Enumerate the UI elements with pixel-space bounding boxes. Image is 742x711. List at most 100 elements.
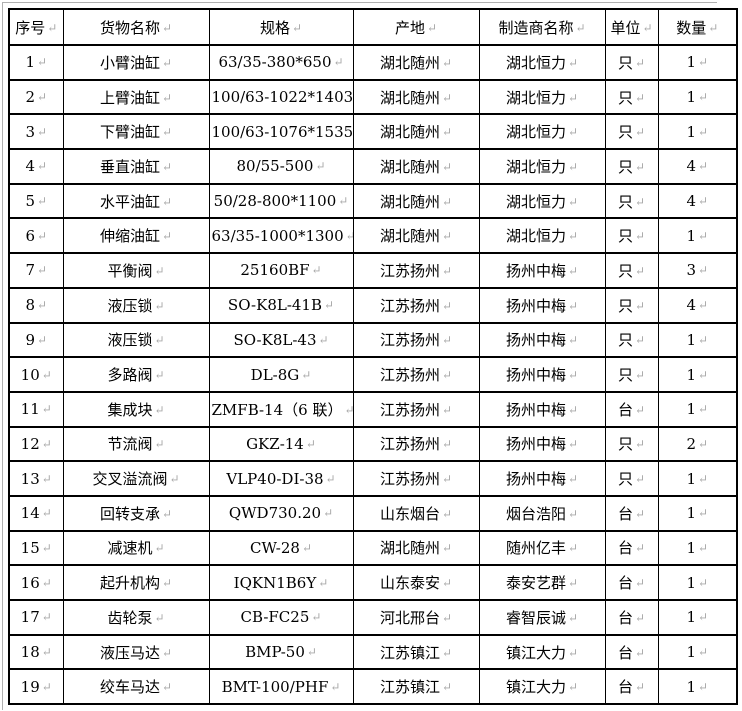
cell-unit[interactable]: 只 ↵ (604, 217, 659, 255)
cell-index[interactable]: 14 ↵ (8, 494, 64, 532)
cell-name[interactable]: 多路阀 ↵ (62, 356, 210, 393)
cell-spec[interactable]: DL-8G ↵ (208, 356, 354, 393)
cell-qty[interactable]: 1 ↵ (657, 494, 738, 532)
cell-name[interactable]: 减速机 ↵ (62, 529, 210, 567)
cell-qty[interactable]: 1 ↵ (657, 217, 738, 255)
header-cell-origin[interactable]: 产地 ↵ (352, 8, 480, 46)
cell-index[interactable]: 19 ↵ (8, 668, 64, 706)
cell-origin[interactable]: 江苏扬州 ↵ (352, 286, 480, 324)
cell-qty[interactable]: 1 ↵ (657, 599, 738, 636)
cell-unit[interactable]: 只 ↵ (604, 425, 659, 463)
cell-unit[interactable]: 台 ↵ (604, 633, 659, 671)
cell-qty[interactable]: 1 ↵ (657, 633, 738, 671)
cell-manufacturer[interactable]: 睿智辰诚 ↵ (478, 599, 606, 636)
cell-index[interactable]: 2 ↵ (8, 78, 64, 116)
cell-spec[interactable]: 80/55-500 ↵ (208, 148, 354, 185)
cell-index[interactable]: 7 ↵ (8, 252, 64, 289)
cell-spec[interactable]: ZMFB-14（6 联）↵ (208, 390, 354, 428)
cell-name[interactable]: 交叉溢流阀 ↵ (62, 460, 210, 497)
header-cell-manufacturer[interactable]: 制造商名称 ↵ (478, 8, 606, 46)
cell-spec[interactable]: CB-FC25 ↵ (208, 599, 354, 636)
cell-unit[interactable]: 台 ↵ (604, 668, 659, 706)
cell-unit[interactable]: 只 ↵ (604, 356, 659, 393)
cell-spec[interactable]: 25160BF ↵ (208, 252, 354, 289)
cell-spec[interactable]: 63/35-380*650 ↵ (208, 44, 354, 81)
cell-spec[interactable]: IQKN1B6Y ↵ (208, 564, 354, 601)
cell-manufacturer[interactable]: 扬州中梅 ↵ (478, 321, 606, 359)
cell-manufacturer[interactable]: 扬州中梅 ↵ (478, 425, 606, 463)
cell-name[interactable]: 下臂油缸 ↵ (62, 113, 210, 151)
cell-index[interactable]: 13 ↵ (8, 460, 64, 497)
cell-spec[interactable]: BMP-50 ↵ (208, 633, 354, 671)
cell-unit[interactable]: 只 ↵ (604, 78, 659, 116)
cell-manufacturer[interactable]: 湖北恒力 ↵ (478, 44, 606, 81)
cell-index[interactable]: 11 ↵ (8, 390, 64, 428)
cell-qty[interactable]: 1 ↵ (657, 356, 738, 393)
cell-unit[interactable]: 只 ↵ (604, 182, 659, 220)
cell-origin[interactable]: 江苏扬州 ↵ (352, 425, 480, 463)
cell-manufacturer[interactable]: 镇江大力 ↵ (478, 668, 606, 706)
cell-unit[interactable]: 只 ↵ (604, 252, 659, 289)
cell-index[interactable]: 1 ↵ (8, 44, 64, 81)
cell-unit[interactable]: 只 ↵ (604, 44, 659, 81)
cell-name[interactable]: 回转支承 ↵ (62, 494, 210, 532)
cell-origin[interactable]: 江苏扬州 ↵ (352, 321, 480, 359)
cell-index[interactable]: 17 ↵ (8, 599, 64, 636)
cell-manufacturer[interactable]: 湖北恒力 ↵ (478, 113, 606, 151)
cell-index[interactable]: 6 ↵ (8, 217, 64, 255)
cell-qty[interactable]: 1 ↵ (657, 44, 738, 81)
cell-name[interactable]: 绞车马达 ↵ (62, 668, 210, 706)
cell-index[interactable]: 5 ↵ (8, 182, 64, 220)
cell-manufacturer[interactable]: 随州亿丰 ↵ (478, 529, 606, 567)
cell-unit[interactable]: 台 ↵ (604, 564, 659, 601)
cell-unit[interactable]: 只 ↵ (604, 286, 659, 324)
header-cell-unit[interactable]: 单位 ↵ (604, 8, 659, 46)
cell-spec[interactable]: SO-K8L-43 ↵ (208, 321, 354, 359)
cell-index[interactable]: 9 ↵ (8, 321, 64, 359)
cell-name[interactable]: 液压马达 ↵ (62, 633, 210, 671)
cell-unit[interactable]: 台 ↵ (604, 390, 659, 428)
cell-qty[interactable]: 1 ↵ (657, 113, 738, 151)
cell-qty[interactable]: 4 ↵ (657, 182, 738, 220)
cell-manufacturer[interactable]: 湖北恒力 ↵ (478, 182, 606, 220)
cell-unit[interactable]: 台 ↵ (604, 529, 659, 567)
cell-name[interactable]: 伸缩油缸 ↵ (62, 217, 210, 255)
cell-manufacturer[interactable]: 湖北恒力 ↵ (478, 78, 606, 116)
cell-manufacturer[interactable]: 扬州中梅 ↵ (478, 356, 606, 393)
cell-name[interactable]: 液压锁 ↵ (62, 286, 210, 324)
cell-index[interactable]: 10 ↵ (8, 356, 64, 393)
cell-qty[interactable]: 1 ↵ (657, 460, 738, 497)
cell-unit[interactable]: 台 ↵ (604, 494, 659, 532)
cell-name[interactable]: 集成块 ↵ (62, 390, 210, 428)
cell-origin[interactable]: 湖北随州 ↵ (352, 148, 480, 185)
cell-manufacturer[interactable]: 扬州中梅 ↵ (478, 252, 606, 289)
cell-origin[interactable]: 江苏镇江 ↵ (352, 633, 480, 671)
cell-unit[interactable]: 台 ↵ (604, 599, 659, 636)
cell-origin[interactable]: 江苏扬州 ↵ (352, 356, 480, 393)
cell-origin[interactable]: 湖北随州 ↵ (352, 217, 480, 255)
cell-name[interactable]: 垂直油缸 ↵ (62, 148, 210, 185)
cell-index[interactable]: 12 ↵ (8, 425, 64, 463)
cell-manufacturer[interactable]: 湖北恒力 ↵ (478, 217, 606, 255)
cell-manufacturer[interactable]: 扬州中梅 ↵ (478, 390, 606, 428)
cell-qty[interactable]: 2 ↵ (657, 425, 738, 463)
cell-origin[interactable]: 湖北随州 ↵ (352, 113, 480, 151)
cell-manufacturer[interactable]: 镇江大力 ↵ (478, 633, 606, 671)
cell-index[interactable]: 16 ↵ (8, 564, 64, 601)
cell-spec[interactable]: 63/35-1000*1300↵ (208, 217, 354, 255)
cell-name[interactable]: 水平油缸 ↵ (62, 182, 210, 220)
cell-index[interactable]: 3 ↵ (8, 113, 64, 151)
cell-qty[interactable]: 1 ↵ (657, 78, 738, 116)
header-cell-qty[interactable]: 数量 ↵ (657, 8, 738, 46)
cell-qty[interactable]: 1 ↵ (657, 321, 738, 359)
cell-name[interactable]: 齿轮泵 ↵ (62, 599, 210, 636)
cell-index[interactable]: 8 ↵ (8, 286, 64, 324)
cell-spec[interactable]: 100/63-1076*1535↵ (208, 113, 354, 151)
cell-origin[interactable]: 河北邢台 ↵ (352, 599, 480, 636)
cell-origin[interactable]: 湖北随州 ↵ (352, 182, 480, 220)
cell-spec[interactable]: CW-28 ↵ (208, 529, 354, 567)
cell-name[interactable]: 起升机构 ↵ (62, 564, 210, 601)
cell-manufacturer[interactable]: 泰安艺群 ↵ (478, 564, 606, 601)
cell-manufacturer[interactable]: 湖北恒力 ↵ (478, 148, 606, 185)
cell-index[interactable]: 4 ↵ (8, 148, 64, 185)
